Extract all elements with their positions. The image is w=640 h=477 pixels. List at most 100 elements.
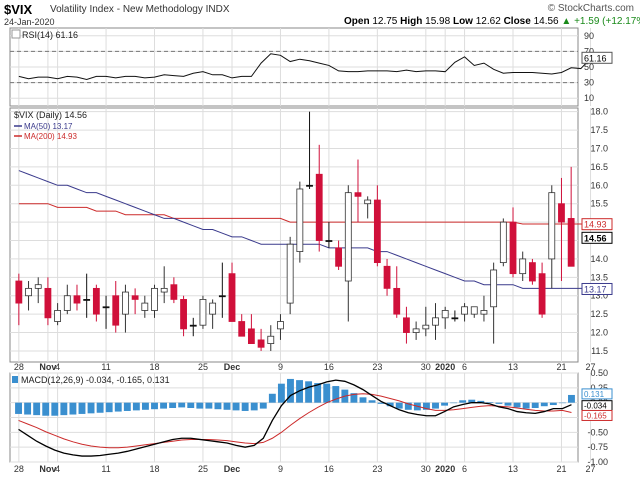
rsi-tick-label: 30 — [584, 78, 594, 88]
date-axis-label: 13 — [508, 362, 518, 372]
macd-histogram-bar — [540, 402, 548, 407]
macd-histogram-bar — [459, 400, 467, 403]
price-tick-label: 13.5 — [590, 272, 608, 282]
date-axis-label: 6 — [462, 362, 467, 372]
chart-header: $VIX Volatility Index - New Methodology … — [0, 0, 640, 28]
candle-body — [403, 317, 410, 333]
macd-histogram-bar — [96, 402, 104, 413]
candle-body — [247, 328, 255, 344]
candle-body — [277, 321, 284, 330]
candle-body — [218, 295, 226, 298]
macd-tag-label: -0.034 — [584, 402, 607, 411]
rsi-value-tag-label: 61.16 — [584, 53, 607, 63]
macd-histogram-bar — [432, 402, 439, 409]
rsi-tick-label: 10 — [584, 93, 594, 103]
candle-body — [335, 247, 343, 267]
macd-histogram-bar — [404, 402, 412, 410]
macd-histogram-bar — [305, 381, 313, 403]
candle-body — [480, 310, 488, 315]
date-axis-label: 13 — [508, 464, 518, 474]
macd-tag-label: -0.165 — [584, 411, 607, 420]
rsi-line — [18, 53, 591, 80]
candle-body — [393, 287, 401, 315]
macd-histogram-bar — [486, 402, 494, 403]
macd-histogram-bar — [15, 402, 22, 414]
date-axis-label: Nov — [39, 464, 56, 474]
date-axis-label: 6 — [462, 464, 467, 474]
candle-body — [199, 299, 207, 326]
date-axis-label: 27 — [586, 464, 596, 474]
legend-label: MA(200) 14.93 — [24, 132, 77, 141]
macd-tick-label: 0.50 — [590, 368, 608, 378]
rsi-tick-label: 70 — [584, 46, 594, 56]
chart-date: 24-Jan-2020 — [4, 17, 55, 27]
candle-body — [257, 339, 265, 348]
macd-histogram-bar — [241, 402, 249, 411]
candle-body — [44, 287, 52, 319]
candle-body — [83, 299, 91, 301]
date-axis-label: 16 — [324, 362, 334, 372]
macd-histogram-bar — [332, 386, 340, 403]
candle-body — [54, 310, 62, 322]
candle-body — [325, 240, 333, 242]
macd-histogram-bar — [277, 383, 285, 403]
date-axis-label: 23 — [372, 362, 382, 372]
macd-histogram-bar — [259, 402, 267, 409]
macd-histogram-bar — [504, 402, 512, 406]
candle-body — [432, 317, 439, 326]
close-label: Close — [503, 16, 531, 27]
rsi-legend-swatch — [11, 29, 21, 39]
macd-histogram-bar — [78, 402, 86, 414]
macd-histogram-bar — [232, 402, 240, 411]
candle-body — [344, 192, 352, 282]
candle-body — [170, 284, 178, 300]
macd-histogram-bar — [441, 402, 449, 406]
macd-histogram-bar — [377, 402, 385, 404]
macd-histogram-bar — [42, 402, 50, 416]
macd-histogram-bar — [250, 402, 258, 411]
candle-body — [189, 324, 197, 327]
date-axis-label: Dec — [224, 362, 241, 372]
candle-body — [15, 280, 23, 304]
candle-body — [470, 306, 478, 315]
date-axis-label: 9 — [278, 362, 283, 372]
candle-body — [102, 306, 110, 309]
macd-histogram-bar — [359, 397, 367, 403]
macd-histogram-bar — [549, 402, 557, 406]
price-tick-label: 18.0 — [590, 107, 608, 117]
price-title: $VIX (Daily) 14.56 — [14, 110, 87, 120]
macd-tick-label: -1.00 — [587, 457, 608, 467]
date-axis-label: 4 — [55, 464, 60, 474]
price-panel — [9, 107, 579, 363]
price-tag-label: 14.56 — [584, 233, 607, 243]
candle-body — [490, 269, 498, 308]
macd-histogram-bar — [477, 400, 485, 403]
macd-histogram-bar — [350, 393, 358, 403]
price-tag-label: 13.17 — [584, 284, 607, 294]
macd-histogram-bar — [105, 402, 113, 413]
macd-histogram-bar — [395, 402, 403, 409]
date-axis-label: 28 — [14, 362, 24, 372]
macd-histogram-bar — [141, 402, 149, 410]
macd-legend-swatch — [12, 376, 18, 383]
candle-body — [122, 291, 129, 315]
symbol-title: $VIX — [4, 2, 33, 17]
high-value: 15.98 — [425, 16, 451, 27]
candle-body — [296, 188, 304, 252]
price-tick-label: 15.5 — [590, 199, 608, 209]
macd-histogram-bar — [69, 402, 77, 415]
price-tag — [581, 231, 613, 244]
macd-histogram-bar — [323, 383, 331, 403]
date-axis-label: 27 — [586, 362, 596, 372]
macd-title: MACD(12,26,9) -0.034, -0.165, 0.131 — [21, 375, 170, 385]
date-axis-label: 28 — [14, 464, 24, 474]
macd-histogram-bar — [314, 383, 322, 403]
macd-histogram-bar — [214, 402, 222, 410]
close-value: 14.56 — [533, 16, 559, 27]
candle-body — [141, 302, 149, 311]
macd-histogram-bar — [422, 402, 430, 410]
macd-histogram-bar — [205, 402, 213, 409]
candle-body — [412, 328, 420, 333]
price-tick-label: 16.5 — [590, 162, 608, 172]
